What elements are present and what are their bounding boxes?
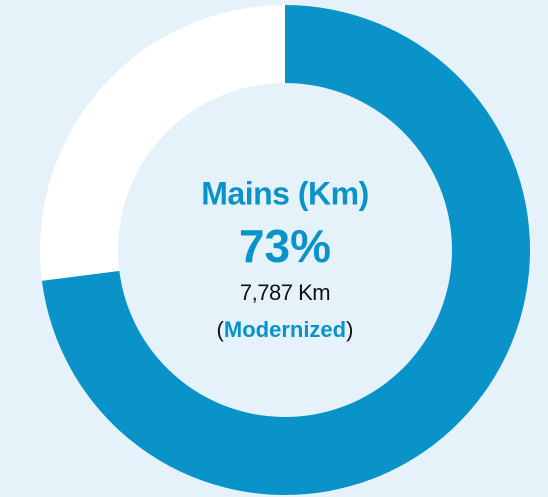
chart-title: Mains (Km)	[201, 175, 368, 211]
note-suffix: )	[346, 317, 353, 342]
donut-segment	[39, 5, 285, 281]
annotation: 7,787 Km	[240, 280, 330, 305]
note: (Modernized)	[217, 317, 354, 342]
value-label: 73%	[239, 220, 331, 272]
note-prefix: (	[217, 317, 225, 342]
donut-segment	[41, 5, 530, 495]
donut	[39, 5, 530, 495]
note-emphasis: Modernized	[224, 317, 346, 342]
